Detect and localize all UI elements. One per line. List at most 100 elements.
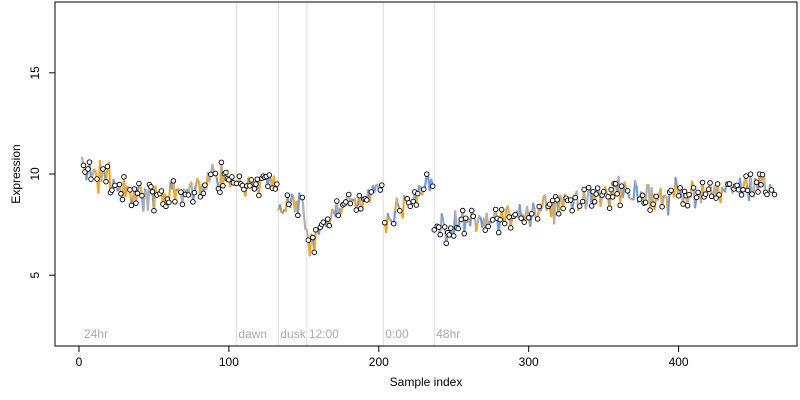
data-point: [295, 212, 301, 219]
data-point: [284, 192, 291, 198]
series-segment: [666, 191, 671, 216]
data-point: [485, 223, 491, 230]
data-point: [218, 159, 225, 166]
series-segment: [475, 221, 479, 232]
data-point: [358, 206, 364, 212]
data-point: [248, 177, 255, 183]
data-point: [492, 206, 499, 213]
data-point: [229, 174, 235, 180]
data-point: [489, 217, 496, 223]
data-point: [695, 189, 701, 196]
y-tick-label: 10: [28, 167, 42, 181]
data-point: [377, 187, 384, 193]
data-point: [119, 196, 126, 203]
data-point: [447, 225, 454, 231]
data-point: [576, 203, 583, 209]
data-point: [653, 193, 659, 200]
data-point: [85, 166, 91, 172]
data-point: [506, 214, 512, 220]
series-segment: [146, 183, 151, 211]
data-point: [536, 203, 542, 210]
data-point: [364, 197, 370, 203]
data-point: [190, 199, 196, 205]
data-point: [680, 201, 686, 207]
data-point: [431, 227, 437, 233]
data-point: [458, 216, 464, 223]
data-point: [581, 186, 587, 193]
data-point: [740, 186, 746, 193]
data-point: [753, 179, 760, 186]
data-point: [743, 173, 749, 179]
data-point: [693, 194, 700, 201]
data-point: [185, 192, 192, 198]
data-point: [197, 194, 204, 200]
data-point: [612, 181, 619, 187]
data-point: [567, 197, 574, 203]
data-point: [714, 181, 721, 187]
data-point: [109, 187, 115, 193]
data-point: [437, 231, 443, 238]
data-point: [241, 186, 247, 193]
data-point: [253, 181, 259, 187]
series-segment: [440, 213, 445, 223]
data-point: [609, 194, 616, 200]
marker-label: dusk: [280, 327, 306, 341]
series-segment: [395, 197, 400, 207]
data-point: [410, 198, 417, 205]
data-points: [80, 159, 778, 256]
data-point: [624, 188, 631, 194]
data-point: [546, 201, 553, 207]
data-point: [686, 191, 692, 198]
series-segment: [124, 186, 129, 198]
data-point: [311, 249, 318, 256]
data-point: [163, 203, 169, 210]
data-point: [470, 213, 476, 219]
data-point: [735, 186, 742, 193]
y-tick-label: 15: [28, 66, 42, 80]
data-point: [713, 195, 719, 201]
data-point: [178, 189, 184, 195]
data-point: [131, 186, 138, 192]
data-point: [749, 191, 755, 197]
data-point: [148, 183, 154, 190]
data-point: [507, 225, 514, 231]
data-point: [202, 182, 208, 188]
data-point: [208, 171, 214, 178]
data-point: [555, 211, 562, 217]
data-point: [495, 229, 502, 236]
marker-label: 24hr: [84, 327, 108, 341]
data-point: [639, 192, 646, 199]
data-point: [512, 211, 518, 218]
data-point: [572, 194, 578, 201]
series-segment: [278, 204, 283, 213]
data-point: [461, 230, 467, 237]
data-point: [217, 189, 223, 195]
data-point: [446, 232, 452, 238]
data-point: [560, 205, 566, 212]
data-point: [326, 222, 333, 229]
data-point: [518, 215, 524, 221]
x-tick-label: 400: [669, 355, 689, 369]
data-point: [675, 193, 682, 199]
data-point: [702, 191, 709, 197]
data-point: [497, 216, 503, 223]
data-point: [759, 171, 766, 178]
data-point: [299, 194, 306, 201]
data-point: [236, 173, 243, 179]
data-point: [659, 203, 665, 210]
marker-label: 12:00: [309, 327, 339, 341]
data-point: [274, 181, 280, 187]
data-point: [127, 187, 133, 193]
series-segment: [749, 173, 754, 196]
series-segment: [88, 160, 93, 181]
data-point: [310, 234, 316, 241]
data-point: [606, 205, 613, 211]
data-point: [134, 190, 141, 197]
data-point: [220, 183, 226, 189]
data-point: [525, 215, 532, 221]
series-segment: [296, 192, 301, 217]
data-point: [397, 207, 403, 214]
data-point: [707, 180, 713, 186]
data-point: [313, 227, 319, 233]
